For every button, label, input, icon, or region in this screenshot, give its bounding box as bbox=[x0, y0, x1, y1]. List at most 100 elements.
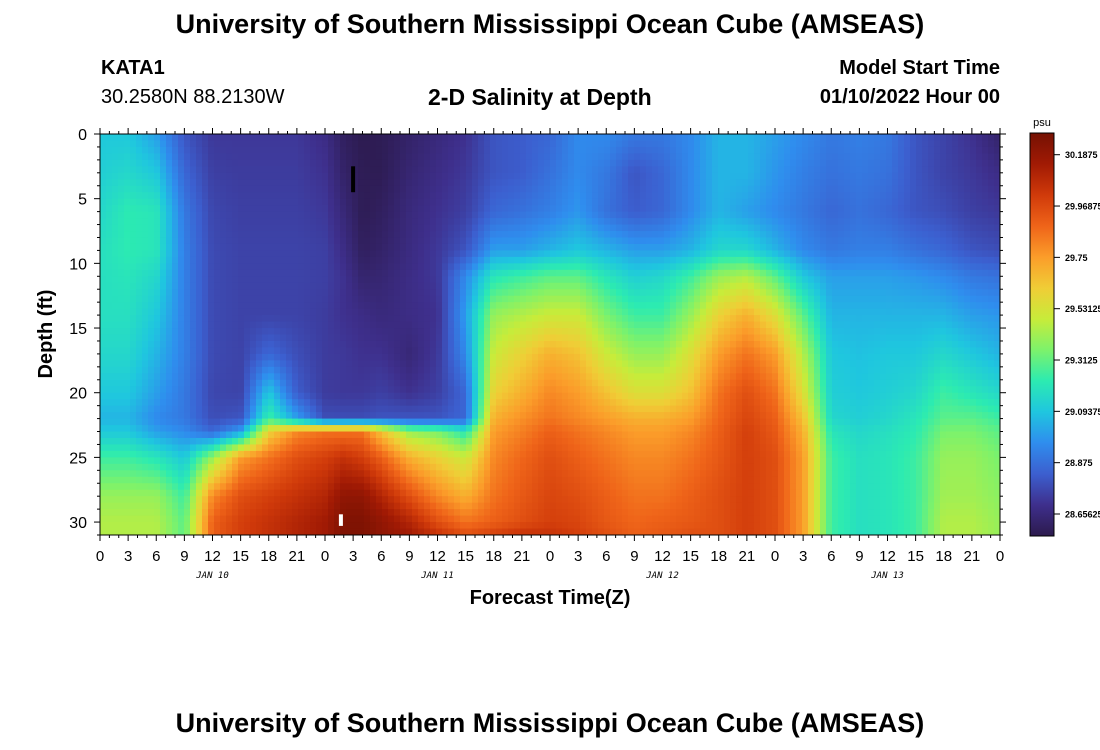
heatmap-cell bbox=[304, 269, 311, 277]
heatmap-cell bbox=[118, 425, 125, 433]
heatmap-cell bbox=[184, 134, 191, 142]
heatmap-cell bbox=[574, 302, 581, 310]
heatmap-cell bbox=[334, 379, 341, 387]
heatmap-cell bbox=[100, 386, 107, 394]
heatmap-cell bbox=[364, 315, 371, 323]
heatmap-cell bbox=[514, 282, 521, 290]
heatmap-cell bbox=[220, 450, 227, 458]
heatmap-cell bbox=[460, 218, 467, 226]
heatmap-cell bbox=[322, 289, 329, 297]
heatmap-cell bbox=[112, 243, 119, 252]
heatmap-cell bbox=[436, 457, 443, 465]
heatmap-cell bbox=[160, 509, 167, 517]
heatmap-cell bbox=[244, 134, 251, 142]
heatmap-cell bbox=[124, 470, 131, 478]
heatmap-cell bbox=[130, 146, 137, 155]
heatmap-cell bbox=[406, 509, 413, 517]
heatmap-cell bbox=[568, 166, 575, 174]
heatmap-cell bbox=[250, 470, 257, 478]
heatmap-cell bbox=[508, 302, 515, 310]
heatmap-cell bbox=[508, 218, 515, 226]
heatmap-cell bbox=[172, 379, 179, 387]
heatmap-cell bbox=[340, 269, 347, 277]
heatmap-cell bbox=[316, 166, 323, 174]
heatmap-cell bbox=[520, 295, 527, 303]
heatmap-cell bbox=[202, 140, 209, 148]
heatmap-cell bbox=[148, 418, 155, 426]
heatmap-cell bbox=[124, 405, 131, 413]
heatmap-cell bbox=[496, 502, 503, 510]
heatmap-cell bbox=[190, 489, 197, 497]
heatmap-cell bbox=[430, 425, 437, 433]
heatmap-cell bbox=[370, 321, 377, 329]
heatmap-cell bbox=[514, 347, 521, 355]
heatmap-cell bbox=[220, 457, 227, 465]
heatmap-cell bbox=[466, 444, 473, 452]
heatmap-cell bbox=[334, 334, 341, 342]
heatmap-cell bbox=[478, 502, 485, 510]
heatmap-cell bbox=[322, 489, 329, 497]
heatmap-cell bbox=[448, 379, 455, 387]
heatmap-cell bbox=[376, 211, 383, 219]
heatmap-cell bbox=[334, 418, 341, 426]
heatmap-cell bbox=[196, 496, 203, 504]
heatmap-cell bbox=[244, 179, 251, 187]
heatmap-cell bbox=[460, 321, 467, 329]
heatmap-cell bbox=[556, 476, 563, 484]
heatmap-cell bbox=[430, 295, 437, 303]
heatmap-cell bbox=[430, 379, 437, 387]
heatmap-cell bbox=[496, 347, 503, 355]
heatmap-cell bbox=[328, 463, 335, 471]
heatmap-cell bbox=[172, 373, 179, 381]
heatmap-cell bbox=[472, 263, 479, 271]
heatmap-cell bbox=[352, 412, 359, 420]
heatmap-cell bbox=[112, 282, 119, 290]
heatmap-cell bbox=[370, 153, 377, 161]
heatmap-cell bbox=[292, 140, 299, 148]
heatmap-cell bbox=[418, 418, 425, 426]
heatmap-cell bbox=[256, 302, 263, 310]
heatmap-cell bbox=[100, 289, 107, 297]
heatmap-cell bbox=[538, 373, 545, 381]
heatmap-cell bbox=[448, 425, 455, 433]
heatmap-cell bbox=[376, 321, 383, 329]
heatmap-cell bbox=[580, 185, 587, 193]
heatmap-cell bbox=[154, 185, 161, 193]
heatmap-cell bbox=[514, 140, 521, 148]
heatmap-cell bbox=[100, 250, 107, 258]
heatmap-cell bbox=[226, 412, 233, 420]
heatmap-cell bbox=[178, 166, 185, 174]
heatmap-cell bbox=[148, 353, 155, 361]
heatmap-cell bbox=[214, 496, 221, 504]
heatmap-cell bbox=[364, 522, 371, 530]
heatmap-cell bbox=[226, 302, 233, 310]
heatmap-cell bbox=[502, 302, 509, 310]
heatmap-cell bbox=[118, 347, 125, 355]
heatmap-cell bbox=[148, 211, 155, 219]
heatmap-cell bbox=[472, 496, 479, 504]
heatmap-cell bbox=[508, 528, 515, 535]
heatmap-cell bbox=[256, 353, 263, 361]
heatmap-cell bbox=[184, 405, 191, 413]
heatmap-cell bbox=[466, 308, 473, 316]
heatmap-cell bbox=[298, 315, 305, 323]
heatmap-cell bbox=[460, 431, 467, 439]
heatmap-cell bbox=[238, 515, 245, 523]
heatmap-cell bbox=[124, 198, 131, 206]
heatmap-cell bbox=[538, 483, 545, 491]
heatmap-cell bbox=[280, 470, 287, 478]
heatmap-cell bbox=[292, 282, 299, 290]
heatmap-cell bbox=[292, 522, 299, 530]
heatmap-cell bbox=[322, 450, 329, 458]
heatmap-cell bbox=[364, 243, 371, 252]
heatmap-cell bbox=[244, 528, 251, 535]
heatmap-cell bbox=[334, 315, 341, 323]
heatmap-cell bbox=[112, 502, 119, 510]
heatmap-cell bbox=[328, 360, 335, 368]
heatmap-cell bbox=[310, 328, 317, 336]
heatmap-cell bbox=[382, 476, 389, 484]
heatmap-cell bbox=[262, 134, 269, 142]
heatmap-cell bbox=[370, 457, 377, 465]
heatmap-cell bbox=[376, 276, 383, 284]
heatmap-cell bbox=[430, 185, 437, 193]
